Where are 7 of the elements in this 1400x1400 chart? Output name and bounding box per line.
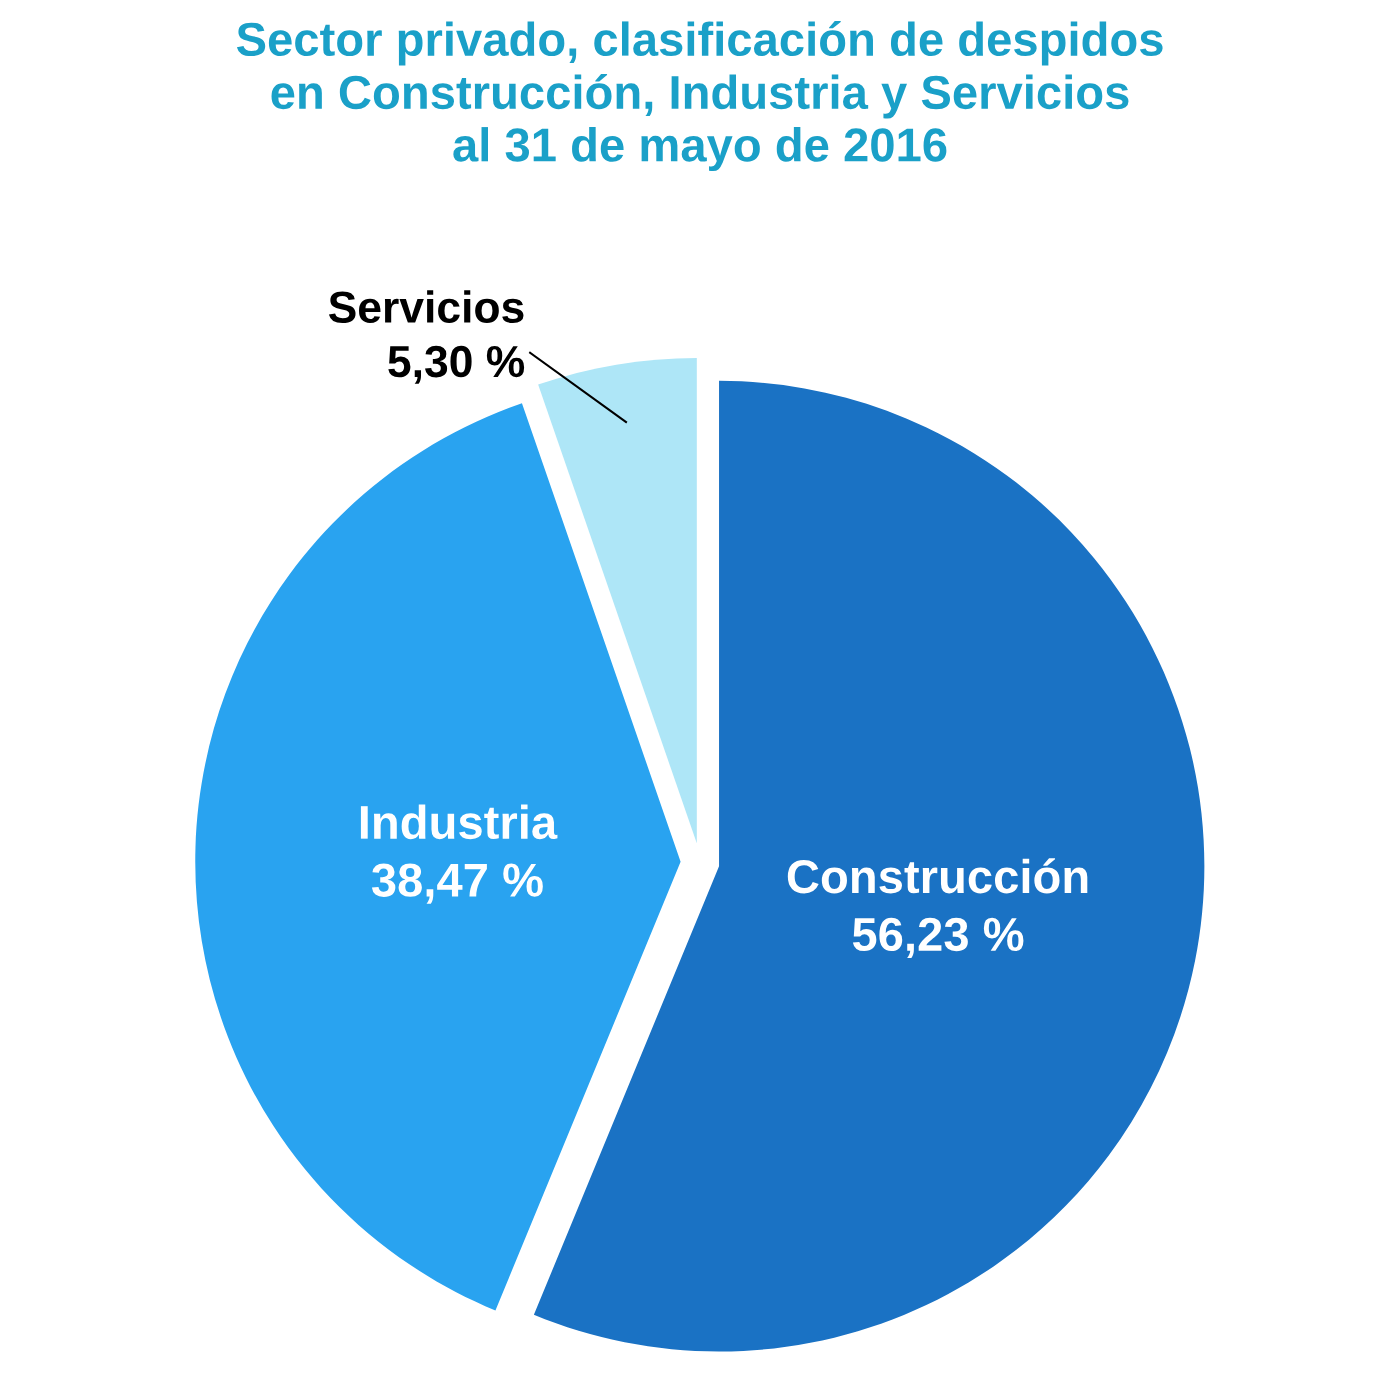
data-label: 56,23 % (852, 917, 1024, 958)
slice-label: Servicios (328, 290, 524, 324)
slice-label: Industria (360, 804, 558, 840)
chart-title: Sector privado, clasificación de despidos en Construcción, Industria y Servicios al 31 de mayo de 2016 (236, 21, 1163, 172)
data-label: 38,47 % (371, 863, 543, 904)
data-label: 5,30 % (388, 345, 525, 384)
slice-label: Construcción (787, 858, 1088, 894)
